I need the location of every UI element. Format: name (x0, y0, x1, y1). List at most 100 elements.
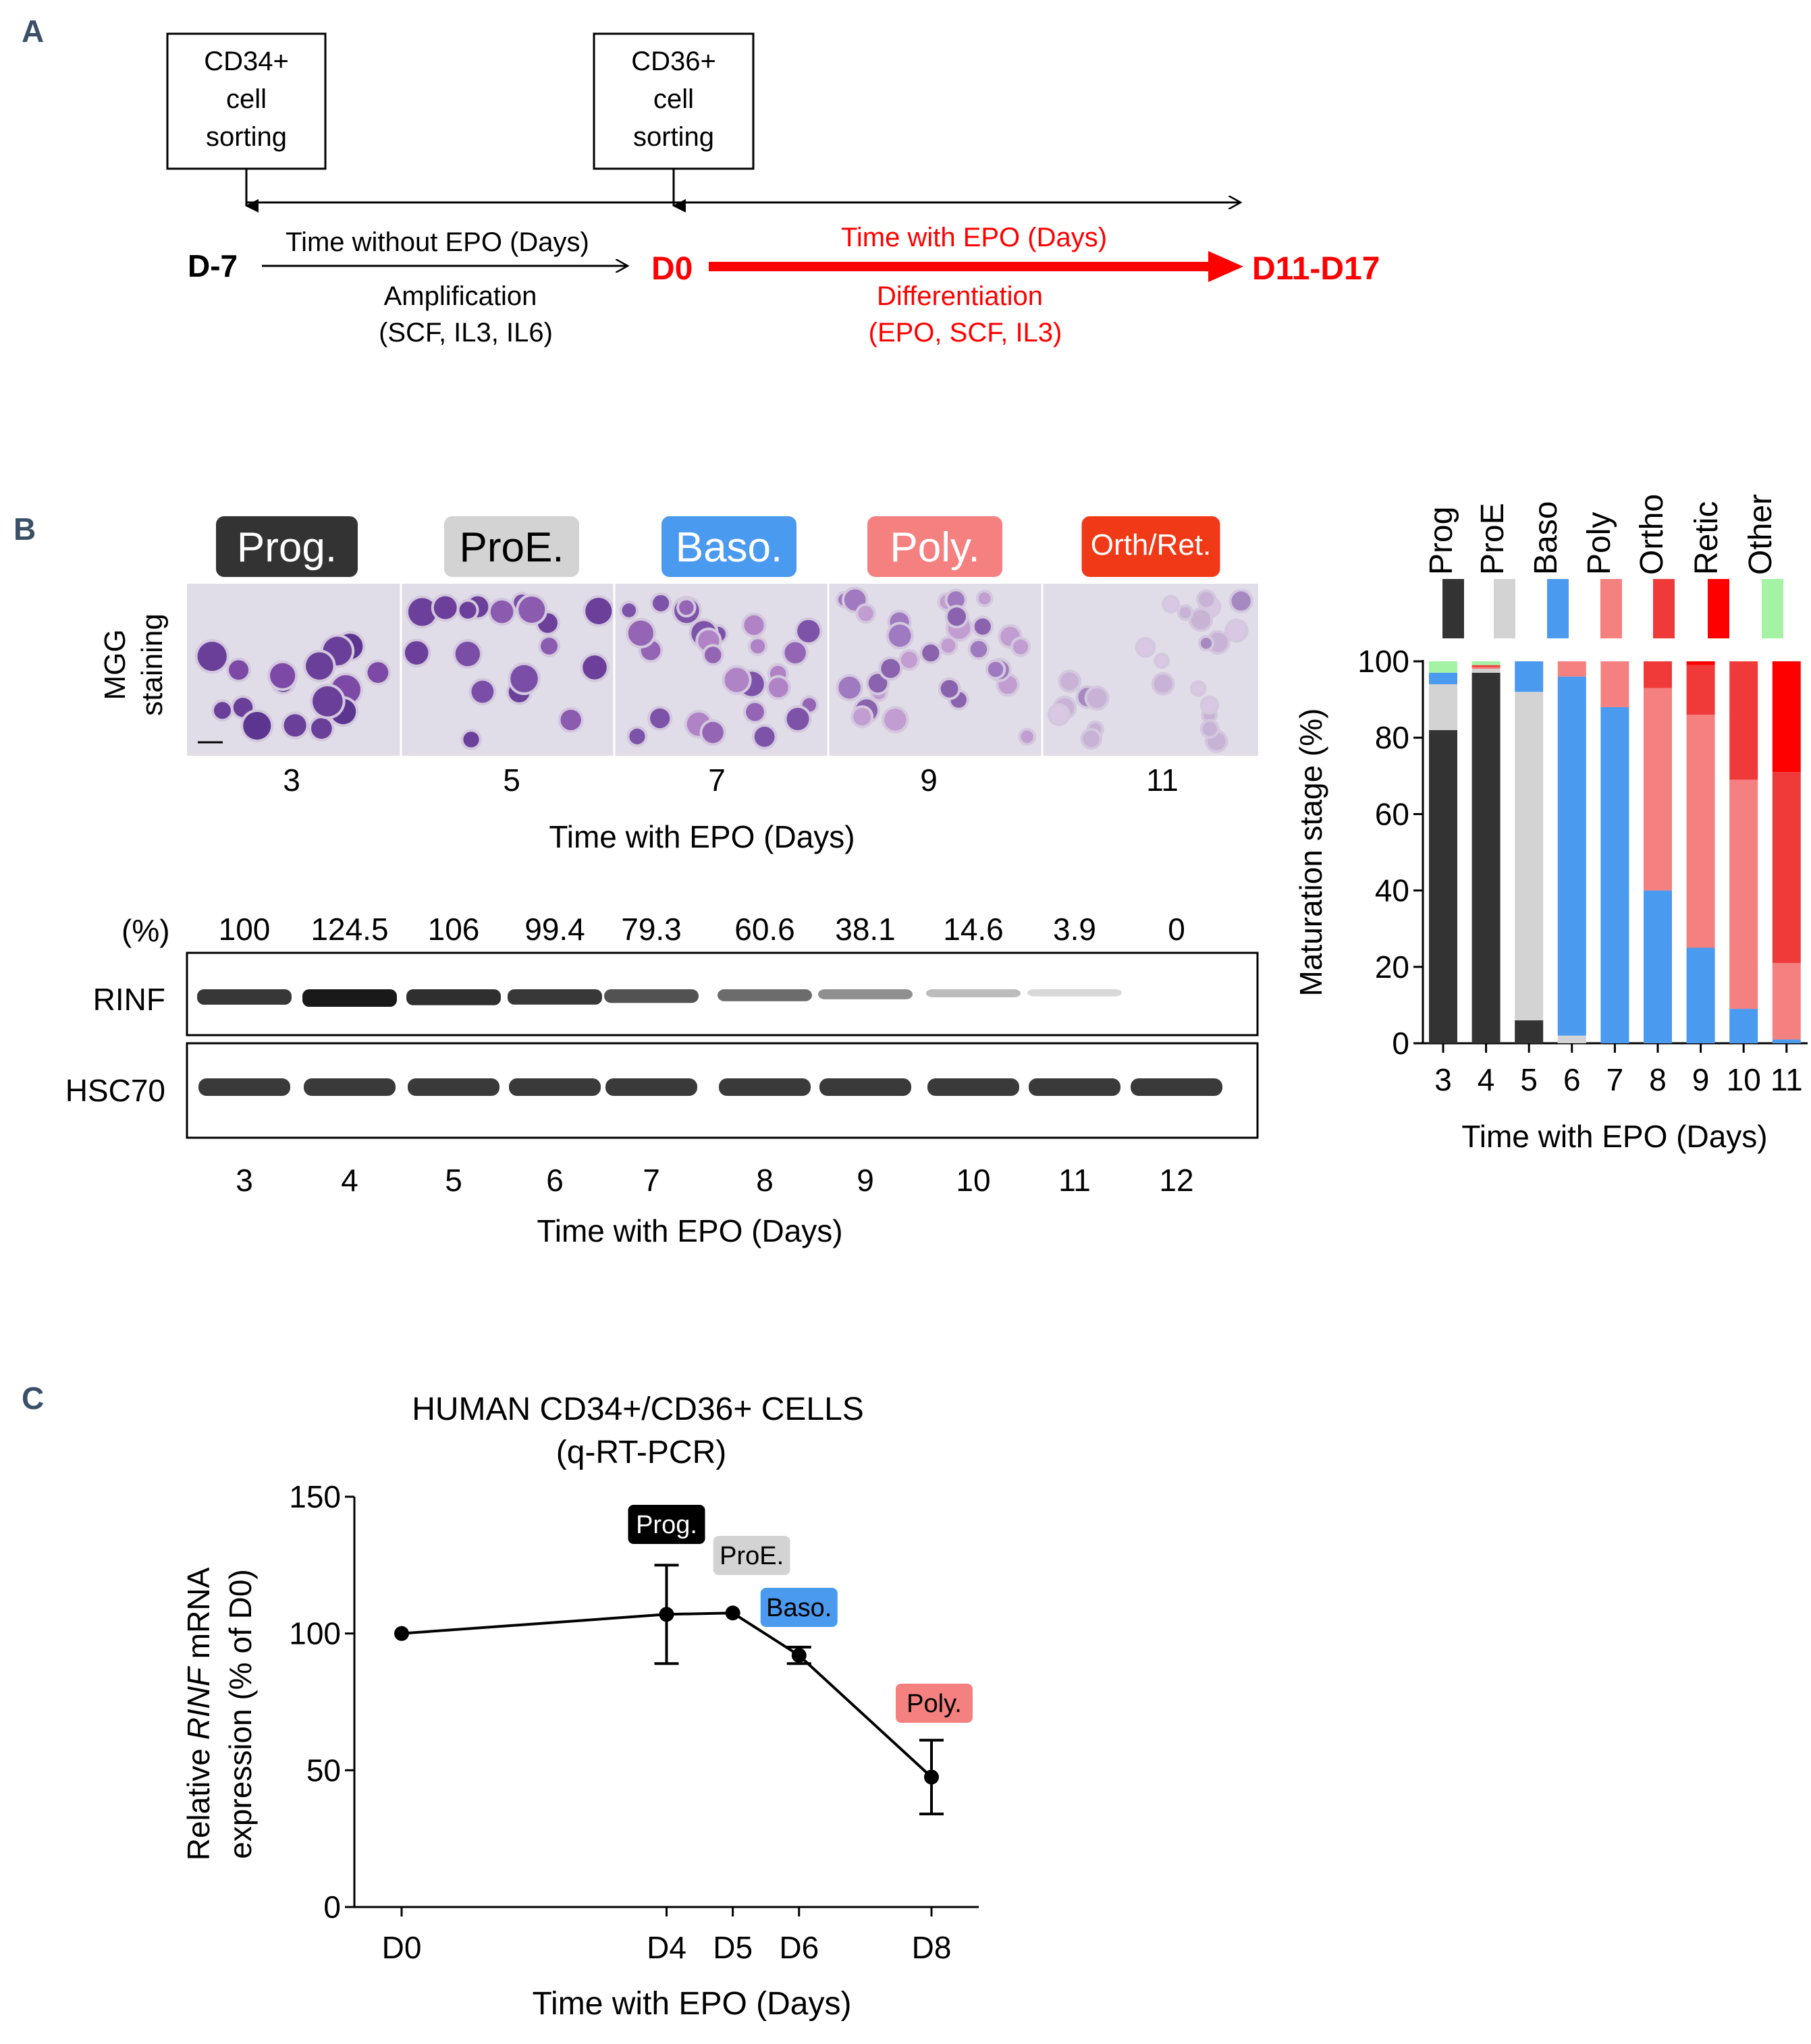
blot-percent: 0 (1168, 912, 1185, 947)
cell-nucleus (463, 731, 479, 748)
panel-label-b: B (13, 512, 36, 547)
blot-percent: 124.5 (310, 912, 388, 947)
legend-label-prog: Prog (1424, 507, 1459, 575)
differentiation-label: Differentiation (877, 281, 1043, 311)
line-y-tick-label: 100 (289, 1616, 341, 1651)
cell-nucleus (786, 707, 809, 731)
stage-annotation-label: Poly. (907, 1690, 962, 1718)
line-x-tick-label: D6 (779, 1930, 819, 1965)
cell-nucleus (408, 598, 437, 626)
cell-nucleus (940, 680, 958, 698)
cell-nucleus (628, 620, 654, 646)
stack-bar-segment-poly (1772, 963, 1801, 1040)
cell-nucleus (1154, 674, 1172, 693)
line-y-tick-label: 0 (323, 1889, 341, 1925)
cell-nucleus (1156, 655, 1167, 667)
blot-x-axis-label: Time with EPO (Days) (537, 1213, 842, 1248)
cell-nucleus (797, 619, 820, 642)
cell-nucleus (754, 726, 775, 747)
cell-nucleus (750, 639, 765, 654)
stack-bar-segment-poly (1471, 667, 1501, 669)
line-y-axis-label-2: expression (% of D0) (223, 1569, 258, 1859)
cell-nucleus (367, 662, 389, 683)
cell-nucleus (1012, 639, 1028, 655)
stage-badge-label: Baso. (676, 524, 783, 571)
stack-bar-segment-ortho (1686, 665, 1715, 715)
stack-y-tick-label: 20 (1375, 949, 1409, 985)
hsc70-band (198, 1078, 290, 1096)
mgg-micrograph-day-11 (1042, 584, 1258, 756)
cell-nucleus (1231, 591, 1251, 611)
blot-percent: 60.6 (734, 912, 795, 947)
stage-badge-proe (444, 516, 579, 577)
stack-y-tick-label: 40 (1375, 873, 1409, 908)
hsc70-band (509, 1078, 601, 1096)
stage-badge-orthret (1081, 516, 1220, 577)
stack-bar-segment-poly (1600, 661, 1629, 707)
rinf-band (926, 989, 1021, 997)
cell-nucleus (471, 680, 494, 703)
legend-swatch-ortho (1653, 579, 1675, 638)
cell-nucleus (1191, 609, 1211, 630)
mgg-x-axis-label: Time with EPO (Days) (549, 819, 855, 854)
panel-a: A CD34+ cell sorting CD36+ cell sorting … (22, 13, 1380, 348)
stack-y-axis-label: Maturation stage (%) (1293, 709, 1328, 997)
cell-nucleus (213, 702, 231, 719)
stage-badge-label: Orth/Ret. (1091, 528, 1212, 561)
cell-nucleus (583, 655, 607, 680)
stack-bar-segment-baso (1600, 707, 1629, 1043)
stack-bar-segment-prog (1515, 1020, 1544, 1043)
cell-nucleus (1179, 607, 1191, 619)
cd36-box-line-2: cell (653, 84, 694, 114)
stack-bar-segment-baso (1557, 676, 1586, 1036)
stage-badge-baso (661, 516, 796, 577)
stack-bar-segment-ortho (1471, 665, 1501, 667)
hsc70-band (927, 1078, 1019, 1096)
cell-nucleus (1060, 672, 1079, 690)
differentiation-arrow-shaft (709, 262, 1214, 271)
stack-x-tick-label: 4 (1478, 1062, 1495, 1097)
panel-label-c: C (22, 1381, 44, 1416)
line-x-tick-label: D4 (647, 1930, 686, 1965)
mgg-day-label: 7 (708, 763, 726, 798)
line-chart-title-2: (q-RT-PCR) (556, 1435, 726, 1470)
stack-bar-segment-baso (1515, 661, 1544, 692)
stack-bar-segment-other (1471, 661, 1501, 665)
stack-bar-segment-poly (1686, 715, 1715, 948)
hsc70-band (605, 1078, 697, 1096)
blot-percent: 100 (219, 912, 271, 947)
rinf-band (604, 989, 699, 1003)
stage-badge-label: Prog. (237, 524, 337, 571)
stack-x-tick-label: 6 (1563, 1062, 1581, 1097)
legend-label-ortho: Ortho (1634, 494, 1670, 575)
line-y-tick-label: 50 (306, 1752, 341, 1788)
cell-nucleus (745, 702, 764, 721)
cell-nucleus (313, 686, 343, 717)
blot-percent: 14.6 (943, 912, 1004, 947)
stage-annotation-baso (760, 1588, 838, 1627)
cell-nucleus (974, 618, 991, 635)
stage-annotation-label: Prog. (636, 1511, 697, 1539)
stack-x-tick-label: 8 (1649, 1062, 1667, 1097)
cell-nucleus (490, 600, 514, 624)
cell-nucleus (838, 676, 861, 699)
cell-nucleus (1199, 592, 1214, 607)
panel-c: C HUMAN CD34+/CD36+ CELLS (q-RT-PCR) 0 50 10… (22, 1381, 979, 2022)
cell-nucleus (1202, 698, 1217, 713)
cell-nucleus (947, 591, 965, 609)
hsc70-band (408, 1078, 499, 1096)
legend-label-poly: Poly (1582, 512, 1617, 575)
cell-nucleus (868, 673, 888, 693)
amplification-label: Amplification (384, 281, 537, 311)
data-point-d8 (924, 1769, 939, 1785)
stage-badge-poly (867, 516, 1002, 577)
cell-nucleus (702, 721, 724, 744)
rinf-band (197, 989, 292, 1005)
rinf-band (508, 989, 602, 1005)
cd34-box-line-3: sorting (206, 122, 287, 152)
cell-nucleus (1050, 706, 1068, 724)
stack-bar-segment-baso (1772, 1039, 1801, 1043)
stack-bar-segment-retic (1772, 661, 1801, 773)
stage-badge-prog (216, 516, 358, 577)
stack-bar-segment-poly (1644, 688, 1672, 891)
